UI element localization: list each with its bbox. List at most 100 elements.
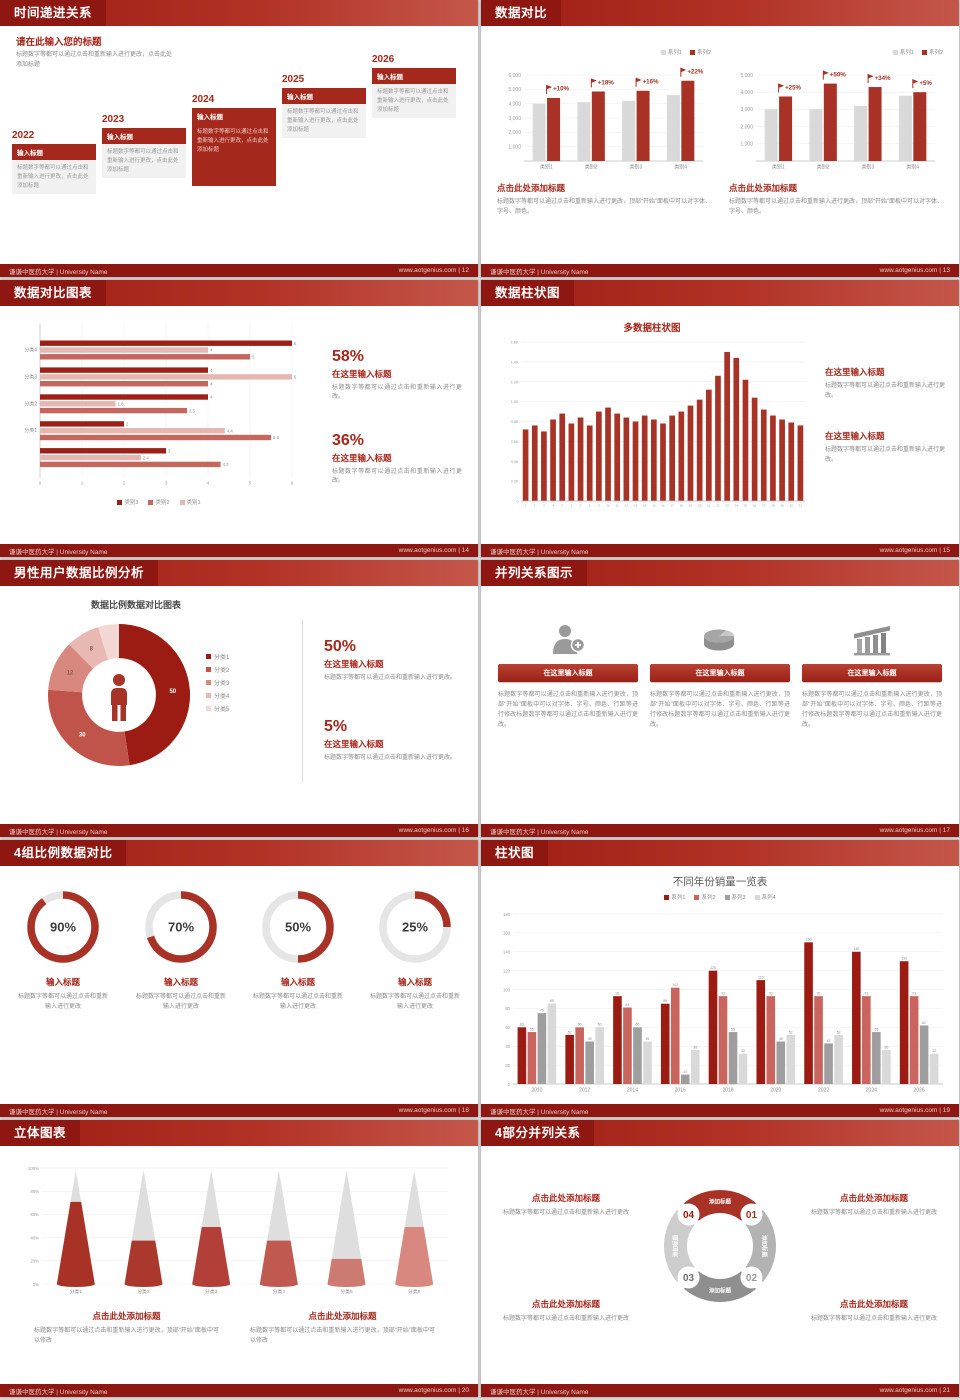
grouped-bar-chart: 6,000 5,000 4,000 3,000 2,000 1,000 +10% 类别1 +18… [497,57,711,173]
timeline-card-desc: 标题数字等都可以通过点击和重新输入进行更改，点击此处添加标题 [192,124,276,186]
svg-text:6,000: 6,000 [508,73,521,79]
slide-data-column-chart[interactable]: 数据柱状图 多数据柱状图 0 0.2K 0.4K 0.6K 0.8K 1.0K 1.2K 1.… [481,280,959,557]
svg-text:6: 6 [294,375,297,380]
svg-text:43: 43 [827,1039,831,1043]
legend-item: 系列1 [664,893,685,901]
stat-desc: 标题数字等都可以通过点击和重新输入进行更改。 [324,754,457,761]
svg-text:3,000: 3,000 [508,116,521,122]
legend-swatch [694,894,700,900]
slide-header-bar: 数据对比 [481,0,959,26]
slide-footer: 谦谦中医药大学 | University Name www.aotgenius.… [481,1104,959,1117]
timeline-card-title: 输入标题 [12,144,96,160]
block-desc: 标题数字等都可以通过点击和重新输入进行更改 [810,1316,937,1322]
svg-text:3.5: 3.5 [189,408,196,413]
svg-text:85: 85 [550,999,554,1003]
svg-text:类别3: 类别3 [861,164,874,171]
slide-title: 数据柱状图 [481,280,575,306]
svg-text:4,000: 4,000 [508,101,521,107]
svg-text:1,000: 1,000 [740,142,753,148]
svg-text:140: 140 [503,950,511,955]
ring-heading: 输入标题 [280,977,315,987]
slide-header-bar: 数据柱状图 [481,280,959,306]
block-desc: 标题数字等都可以通过点击和重新输入进行更改，顶部“开始”面板中可以修改 [34,1328,219,1344]
footer-brand: 谦谦中医药大学 | University Name [9,1388,108,1396]
svg-text:分类4: 分类4 [273,1288,286,1295]
timeline-year: 2024 [192,94,215,105]
svg-text:8: 8 [90,647,94,653]
svg-text:类别2: 类别2 [585,164,598,171]
footer-brand: 谦谦中医药大学 | University Name [490,548,589,556]
svg-text:27: 27 [762,504,766,508]
stat-block: 58% 在这里输入标题 标题数字等都可以通过点击和重新输入进行更改。 [332,348,462,403]
page-number: 15 [942,547,950,554]
timeline-year: 2026 [372,54,395,65]
timeline-item: 2022 输入标题 标题数字等都可以通过点击和重新输入进行更改，点击此处添加标题 [12,130,96,195]
legend-swatch [148,499,154,505]
svg-text:18: 18 [680,504,684,508]
chart-legend: 分类1 分类2 分类3 分类4 分类5 [206,652,229,713]
slide-four-part-relation[interactable]: 4部分并列关系 添加标题 添加标题 添加标题 添加标题 01 02 03 04 点击此处添加标… [481,1120,959,1397]
text-block: 点击此处添加标题 标题数字等都可以通过点击和重新输入进行更改 [491,1298,641,1325]
svg-text:32: 32 [741,1049,745,1053]
panel-heading: 点击此处添加标题 [497,183,566,193]
multi-column-chart: 0 0.2K 0.4K 0.6K 0.8K 1.0K 1.2K 1.4K 1.6K 1 2 3 4 5 6 7… [497,334,807,510]
footer-page-info: www.aotgenius.com | 17 [879,827,950,834]
slide-title: 数据对比 [481,0,562,26]
svg-text:32: 32 [932,1049,936,1053]
svg-text:4: 4 [210,348,213,353]
svg-text:0: 0 [39,481,42,486]
stat-block: 在这里输入标题 标题数字等都可以通过点击和重新输入进行更改。 [825,364,945,402]
ring-heading: 输入标题 [163,977,198,987]
text-block: 点击此处添加标题 标题数字等都可以通过点击和重新输入进行更改 [799,1298,949,1325]
svg-text:1.0K: 1.0K [511,400,519,404]
page-number: 16 [461,827,469,834]
footer-brand: 谦谦中医药大学 | University Name [9,548,108,556]
slide-column-chart[interactable]: 柱状图 不同年份销量一览表 系列1 系列2 系列3 系列4 180 160 140 1… [481,840,959,1117]
chart-legend: 系列1 系列2 [497,48,711,56]
block-heading: 点击此处添加标题 [531,1299,600,1309]
svg-text:52: 52 [789,1030,793,1034]
svg-text:2: 2 [126,422,129,427]
svg-text:2,000: 2,000 [508,130,521,136]
slide-timeline-progression[interactable]: 时间递进关系 请在此输入您的标题 标题数字等都可以通过点击和重新输入进行更改，点… [0,0,478,277]
svg-text:93: 93 [912,992,916,996]
page-number: 18 [461,1107,469,1114]
svg-text:81: 81 [625,1003,629,1007]
svg-text:3,000: 3,000 [740,107,753,113]
slide-male-ratio-analysis[interactable]: 男性用户数据比例分析 数据比例数据对比图表 50 30 12 8 分类1 分类2 分类… [0,560,478,837]
svg-text:添加标题: 添加标题 [761,1235,769,1258]
stat-block: 5% 在这里输入标题 标题数字等都可以通过点击和重新输入进行更改。 [324,718,460,763]
svg-text:+25%: +25% [785,84,801,91]
svg-text:30: 30 [79,733,86,739]
stat-percent: 50% [324,638,357,655]
nurse-plus-icon [498,612,638,656]
footer-page-info: www.aotgenius.com | 21 [879,1387,950,1394]
svg-text:180: 180 [503,912,511,917]
svg-text:2.4: 2.4 [143,455,150,460]
slide-footer: 谦谦中医药大学 | University Name www.aotgenius.… [481,544,959,557]
slide-data-comparison[interactable]: 数据对比 系列1 系列2 6,000 5,000 4,000 3,000 2,000 1,… [481,0,959,277]
svg-text:19: 19 [689,504,693,508]
block-desc: 标题数字等都可以通过点击和重新输入进行更改 [502,1316,629,1322]
slide-3d-chart[interactable]: 立体图表 100% 80% 60% 40% 20% 0% 分类1 分类2 分类3 分类4 分类5 分类… [0,1120,478,1397]
pie-3d-icon [650,612,790,656]
svg-text:45: 45 [645,1037,649,1041]
slide-parallel-relation[interactable]: 并列关系图示 在这里输入标题 标题数字等都可以通过点击和重新输入进行更改，顶部“… [481,560,959,837]
svg-text:分类4: 分类4 [24,347,37,354]
page-number: 14 [461,547,469,554]
stat-percent: 5% [324,718,348,735]
legend-swatch [206,693,211,698]
slide-title: 立体图表 [0,1120,81,1146]
svg-text:29: 29 [780,504,784,508]
legend-item: 类别3 [117,498,138,506]
svg-text:0: 0 [516,500,518,504]
slide-four-ratio-rings[interactable]: 4组比例数据对比 90% 输入标题 标题数字等都可以通过点击和重新输入进行更改 … [0,840,478,1117]
svg-text:4: 4 [207,481,210,486]
svg-text:7: 7 [580,504,582,508]
block-desc: 标题数字等都可以通过点击和重新输入进行更改 [502,1210,629,1216]
intro-block: 请在此输入您的标题 标题数字等都可以通过点击和重新输入进行更改，点击此处添加标题 [16,34,196,71]
slide-comparison-chart[interactable]: 数据对比图表 0 1 2 3 4 5 6 分类4 6 4 5 分类3 4 6 4 分类2 4 1.8 3.5 分类1 2… [0,280,478,557]
svg-text:10: 10 [683,1070,687,1074]
column-desc: 标题数字等都可以通过点击和重新输入进行更改，顶部“开始”面板中可以对字体、字号、… [498,692,638,728]
slide-footer: 谦谦中医药大学 | University Name www.aotgenius.… [481,264,959,277]
